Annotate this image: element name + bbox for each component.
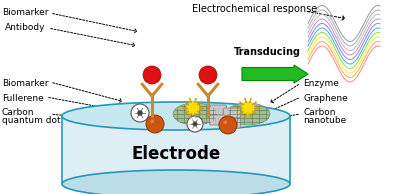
FancyBboxPatch shape <box>224 108 240 118</box>
Text: Antibody: Antibody <box>5 23 46 32</box>
Circle shape <box>150 120 154 123</box>
Text: Enzyme: Enzyme <box>303 79 339 88</box>
Text: quantum dot: quantum dot <box>2 116 61 125</box>
Circle shape <box>131 104 149 122</box>
Text: Transducing: Transducing <box>234 47 300 57</box>
Ellipse shape <box>62 170 290 194</box>
Circle shape <box>219 116 237 134</box>
Ellipse shape <box>173 103 217 125</box>
Ellipse shape <box>226 103 270 125</box>
Text: Carbon: Carbon <box>2 108 34 117</box>
FancyBboxPatch shape <box>224 118 240 128</box>
FancyArrow shape <box>242 65 308 83</box>
Text: Electrochemical response: Electrochemical response <box>192 4 318 14</box>
Circle shape <box>138 110 142 115</box>
Text: Electrode: Electrode <box>131 145 221 163</box>
Text: nanotube: nanotube <box>303 116 346 125</box>
Bar <box>62 116 290 184</box>
Text: Biomarker: Biomarker <box>2 79 48 88</box>
Text: Biomarker: Biomarker <box>2 8 48 17</box>
Circle shape <box>193 122 197 126</box>
FancyBboxPatch shape <box>210 105 226 115</box>
FancyBboxPatch shape <box>210 115 226 125</box>
Text: Graphene: Graphene <box>303 94 348 103</box>
Circle shape <box>242 102 254 114</box>
Ellipse shape <box>62 102 290 130</box>
Text: Carbon: Carbon <box>303 108 336 117</box>
Circle shape <box>224 120 227 124</box>
Circle shape <box>146 115 164 133</box>
Circle shape <box>143 66 161 84</box>
Circle shape <box>187 116 203 132</box>
Circle shape <box>187 102 199 114</box>
Text: Fullerene: Fullerene <box>2 94 44 103</box>
Circle shape <box>199 66 217 84</box>
